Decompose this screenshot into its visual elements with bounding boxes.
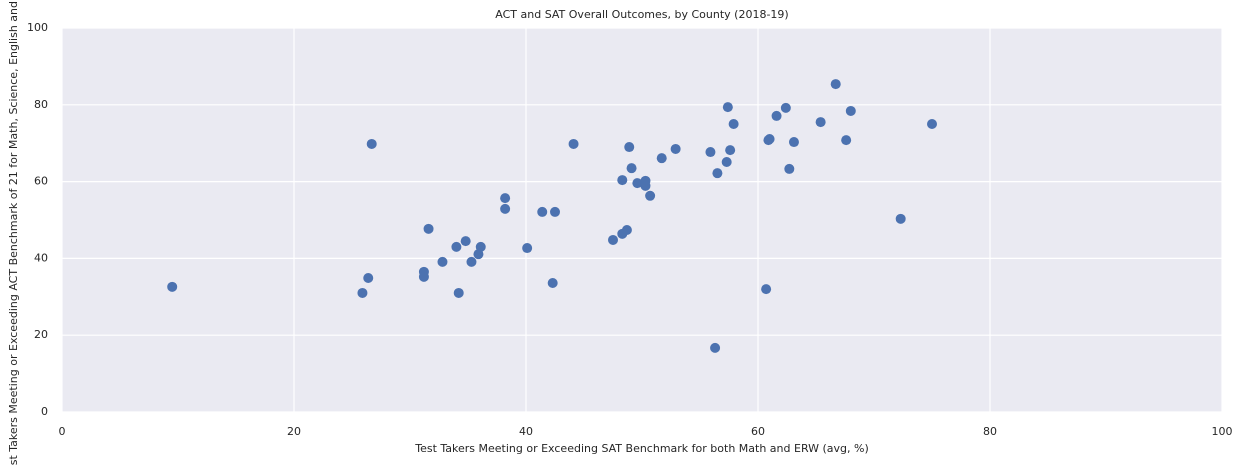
point: [722, 102, 733, 113]
point: [547, 277, 558, 288]
point: [608, 234, 618, 245]
plot-area: [62, 28, 1222, 412]
point: [621, 224, 632, 235]
point: [366, 138, 377, 149]
point: [761, 284, 772, 295]
point: [466, 256, 477, 267]
point: [167, 281, 178, 292]
y-tick-label: 0: [41, 405, 48, 418]
point: [475, 241, 486, 252]
point: [771, 110, 782, 121]
point: [437, 256, 448, 267]
point: [500, 203, 511, 214]
x-tick-label: 0: [59, 425, 66, 438]
x-tick-label: 60: [751, 425, 765, 438]
point: [460, 236, 471, 247]
point: [815, 117, 826, 128]
point: [725, 145, 736, 156]
point: [568, 138, 579, 149]
y-tick-label: 80: [34, 98, 48, 111]
point: [632, 178, 643, 189]
y-tick-label: 60: [34, 175, 48, 188]
point: [784, 163, 795, 174]
point: [705, 147, 716, 158]
y-tick-label: 20: [34, 328, 48, 341]
point: [780, 102, 791, 113]
point: [712, 168, 723, 179]
point: [721, 157, 732, 168]
point: [710, 342, 721, 353]
point: [927, 119, 937, 129]
point: [845, 105, 856, 116]
x-axis-label: Test Takers Meeting or Exceeding SAT Ben…: [414, 442, 869, 455]
chart-title: ACT and SAT Overall Outcomes, by County …: [495, 8, 788, 21]
point: [670, 143, 681, 154]
point: [895, 213, 906, 224]
x-tick-label: 80: [983, 425, 997, 438]
point: [626, 163, 637, 174]
point: [451, 241, 462, 252]
x-tick-label: 40: [519, 425, 533, 438]
point: [537, 206, 548, 217]
point: [418, 271, 429, 282]
point: [788, 137, 799, 148]
point: [656, 153, 667, 164]
point: [500, 193, 511, 204]
y-axis-label: Test Takers Meeting or Exceeding ACT Ben…: [7, 0, 20, 465]
point: [841, 135, 852, 146]
y-tick-label: 100: [27, 21, 48, 34]
point: [363, 272, 374, 283]
point: [357, 287, 368, 298]
y-tick-label: 40: [34, 251, 48, 264]
point: [764, 133, 775, 144]
point: [728, 119, 739, 129]
x-tick-label: 20: [287, 425, 301, 438]
point: [550, 206, 560, 217]
point: [453, 287, 464, 298]
point: [522, 243, 533, 254]
point: [617, 175, 628, 186]
point: [645, 190, 656, 201]
x-tick-label: 100: [1212, 425, 1233, 438]
point: [640, 180, 651, 191]
point: [624, 142, 635, 153]
point: [423, 223, 434, 234]
point: [830, 79, 841, 90]
